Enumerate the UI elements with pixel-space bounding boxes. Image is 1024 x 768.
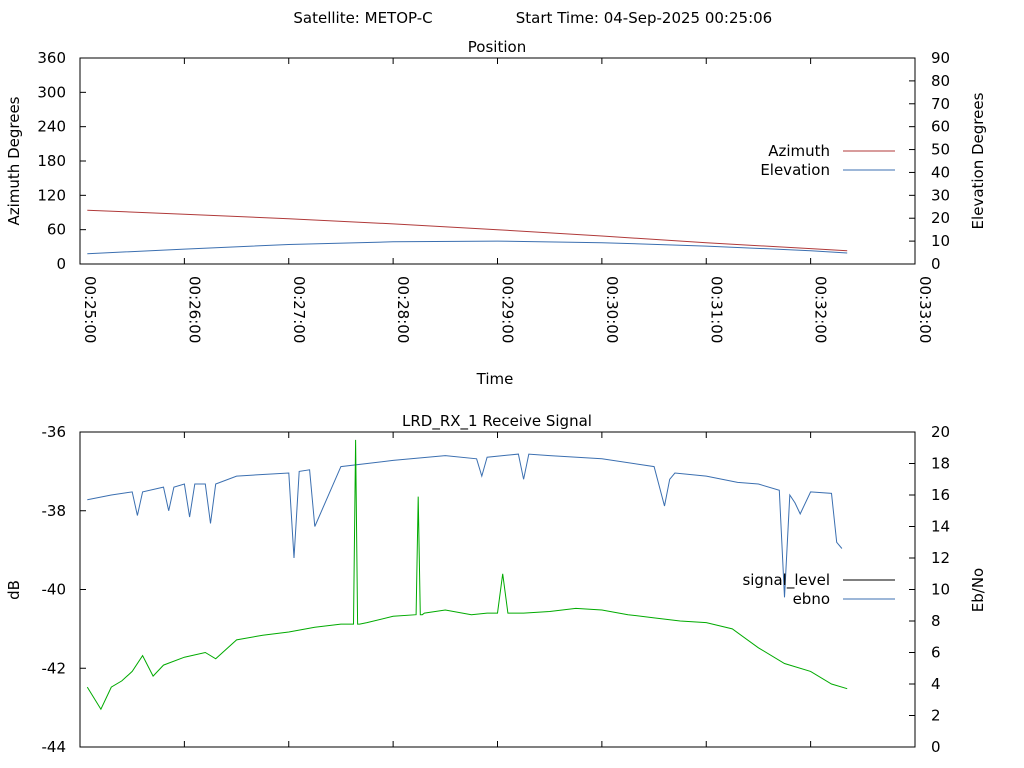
ebno-tick-label: 10 [931,581,950,599]
ebno-tick-label: 18 [931,455,950,473]
azimuth-tick-label: 120 [37,186,66,204]
db-tick-label: -38 [42,502,67,520]
legend-ebno-label: ebno [793,590,830,608]
position-legend: Azimuth Elevation [760,142,895,179]
legend-elevation-label: Elevation [760,161,830,179]
ebno-tick-label: 2 [931,707,941,725]
start-time-label: Start Time: 04-Sep-2025 00:25:06 [516,9,772,27]
position-time-axis: 00:25:00 00:26:00 00:27:00 00:28:00 00:29:00… [79,58,934,343]
elevation-axis-label: Elevation Degrees [969,92,987,229]
ebno-tick-label: 14 [931,518,950,536]
time-tick-label: 00:28:00 [394,276,412,343]
time-tick-label: 00:25:00 [81,276,99,343]
elevation-tick-label: 0 [931,255,941,273]
ebno-tick-label: 12 [931,549,950,567]
legend-signal-level-label: signal_level [742,571,830,590]
elevation-series-line [87,240,848,255]
time-tick-label: 00:33:00 [916,276,934,343]
ebno-tick-label: 4 [931,675,941,693]
time-tick-label: 00:32:00 [812,276,830,343]
ebno-green-trace-line [86,439,848,711]
ebno-tick-label: 6 [931,644,941,662]
db-tick-label: -36 [42,423,67,441]
azimuth-tick-label: 0 [56,255,66,273]
elevation-tick-label: 30 [931,186,950,204]
elevation-tick-label: 20 [931,209,950,227]
ebno-tick-label: 20 [931,423,950,441]
signal-plot-title: LRD_RX_1 Receive Signal [402,412,592,431]
ebno-axis-label: Eb/No [969,568,987,612]
position-plot-title: Position [468,38,526,56]
time-tick-label: 00:29:00 [499,276,517,343]
db-tick-label: -42 [42,659,67,677]
signal-left-axis: -44 -42 -40 -38 -36 [42,423,86,756]
elevation-tick-label: 80 [931,72,950,90]
signal-right-axis: 0 2 4 6 8 10 12 14 16 18 20 [909,423,950,756]
db-axis-label: dB [5,580,23,600]
elevation-tick-label: 50 [931,141,950,159]
ebno-tick-label: 16 [931,486,950,504]
time-tick-label: 00:27:00 [290,276,308,343]
azimuth-tick-label: 180 [37,152,66,170]
position-left-axis: 0 60 120 180 240 300 360 [37,49,86,273]
azimuth-axis-label: Azimuth Degrees [5,96,23,225]
azimuth-series-line [87,209,848,252]
ebno-tick-label: 8 [931,612,941,630]
azimuth-tick-label: 360 [37,49,66,67]
time-tick-label: 00:26:00 [185,276,203,343]
signal-plot-frame [79,431,916,748]
db-tick-label: -44 [42,738,67,756]
signal-time-axis [79,432,916,747]
legend-azimuth-label: Azimuth [768,142,830,160]
elevation-tick-label: 90 [931,49,950,67]
azimuth-tick-label: 300 [37,83,66,101]
time-tick-label: 00:31:00 [707,276,725,343]
ebno-tick-label: 0 [931,738,941,756]
ebno-series-line [87,453,843,598]
azimuth-tick-label: 60 [47,221,66,239]
elevation-tick-label: 60 [931,118,950,136]
position-right-axis: 0 10 20 30 40 50 60 70 80 90 [909,49,950,273]
db-tick-label: -40 [42,581,67,599]
time-axis-label: Time [476,370,514,388]
elevation-tick-label: 10 [931,232,950,250]
elevation-tick-label: 70 [931,95,950,113]
azimuth-tick-label: 240 [37,118,66,136]
signal-legend: signal_level ebno [742,571,895,608]
satellite-label: Satellite: METOP-C [293,9,432,27]
time-tick-label: 00:30:00 [603,276,621,343]
elevation-tick-label: 40 [931,163,950,181]
